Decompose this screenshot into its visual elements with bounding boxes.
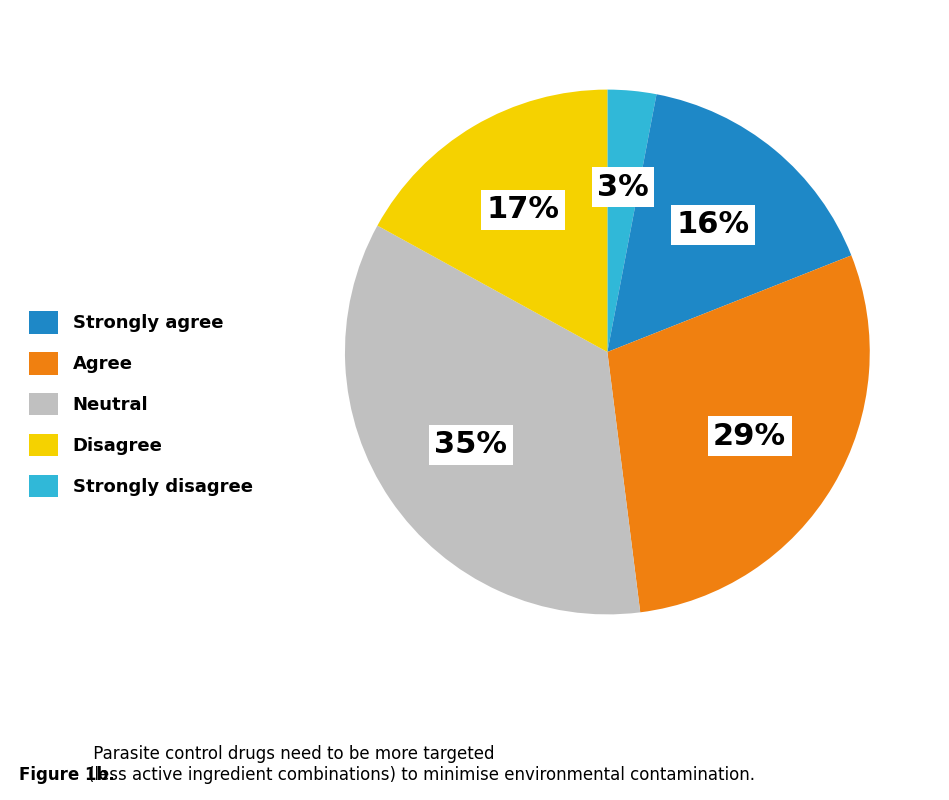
Text: 3%: 3% — [597, 173, 649, 202]
Wedge shape — [607, 90, 657, 352]
Text: 35%: 35% — [434, 430, 507, 459]
Wedge shape — [607, 255, 870, 612]
Text: 29%: 29% — [713, 422, 786, 450]
Wedge shape — [344, 226, 641, 614]
Text: 16%: 16% — [677, 210, 750, 239]
Wedge shape — [378, 90, 607, 352]
Wedge shape — [607, 94, 851, 352]
Text: 17%: 17% — [487, 195, 560, 224]
Text: Parasite control drugs need to be more targeted
(less active ingredient combinat: Parasite control drugs need to be more t… — [88, 746, 755, 784]
Legend: Strongly agree, Agree, Neutral, Disagree, Strongly disagree: Strongly agree, Agree, Neutral, Disagree… — [29, 311, 252, 498]
Text: Figure 1b.: Figure 1b. — [19, 766, 115, 784]
